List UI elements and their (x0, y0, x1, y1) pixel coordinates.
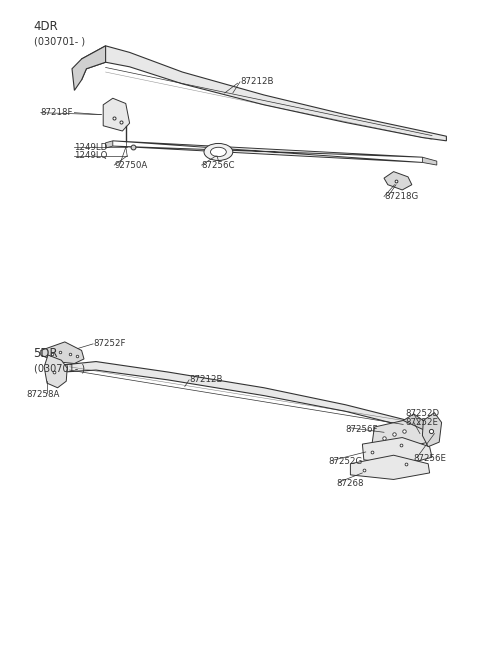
Polygon shape (113, 141, 422, 162)
Text: 87252D: 87252D (406, 409, 440, 419)
Text: (030701- ): (030701- ) (34, 364, 85, 373)
Text: 5DR: 5DR (34, 347, 58, 360)
Polygon shape (362, 438, 432, 465)
Polygon shape (350, 455, 430, 479)
Text: 1249LD: 1249LD (74, 143, 108, 152)
Text: 4DR: 4DR (34, 20, 59, 33)
Text: 1249LQ: 1249LQ (74, 151, 108, 160)
Polygon shape (72, 46, 106, 90)
Text: 87252G: 87252G (329, 457, 363, 466)
Text: 87256F: 87256F (346, 424, 378, 434)
Polygon shape (58, 362, 408, 427)
Text: (030701- ): (030701- ) (34, 36, 85, 46)
Text: 87212B: 87212B (190, 375, 223, 384)
Text: 87212B: 87212B (240, 77, 274, 86)
Polygon shape (422, 413, 442, 447)
Text: 87252E: 87252E (406, 418, 439, 427)
Text: 87256E: 87256E (414, 454, 447, 463)
Text: 87218F: 87218F (41, 108, 73, 117)
Ellipse shape (211, 147, 227, 157)
Polygon shape (82, 46, 446, 141)
Polygon shape (372, 421, 428, 449)
Text: 87258A: 87258A (26, 390, 60, 399)
Text: 92750A: 92750A (114, 160, 147, 170)
Polygon shape (384, 172, 412, 190)
Polygon shape (44, 355, 67, 388)
Text: 87256C: 87256C (202, 160, 235, 170)
Polygon shape (403, 414, 426, 438)
Ellipse shape (204, 143, 233, 160)
Polygon shape (106, 141, 113, 148)
Text: 87268: 87268 (336, 479, 363, 488)
Text: 87218G: 87218G (384, 192, 418, 201)
Text: 87252F: 87252F (94, 339, 126, 348)
Polygon shape (103, 98, 130, 131)
Polygon shape (41, 342, 84, 364)
Polygon shape (422, 157, 437, 165)
